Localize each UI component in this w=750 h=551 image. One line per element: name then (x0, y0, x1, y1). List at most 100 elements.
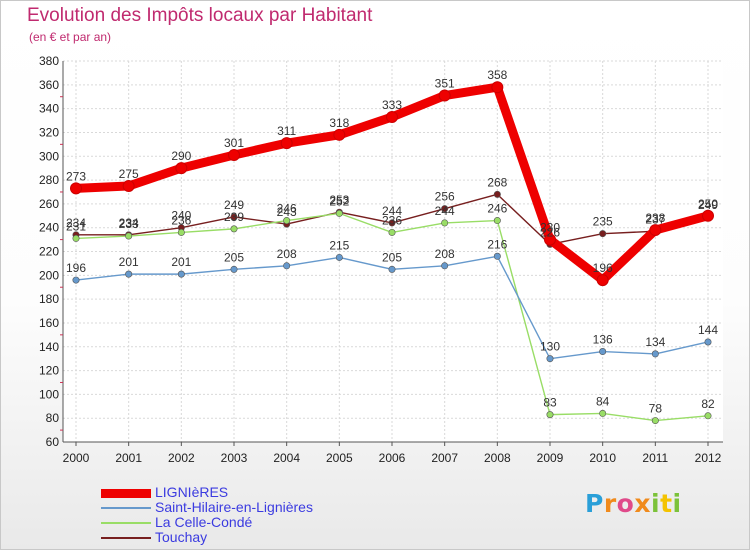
data-label: 236 (171, 213, 191, 227)
data-point (388, 219, 396, 227)
data-point (388, 228, 396, 236)
x-tick-label: 2009 (537, 451, 564, 465)
data-point (283, 262, 291, 270)
data-label: 244 (382, 204, 402, 218)
x-tick-label: 2010 (589, 451, 616, 465)
y-tick-label: 360 (39, 78, 59, 92)
data-label: 318 (329, 116, 349, 130)
data-point (72, 276, 80, 284)
data-point (441, 219, 449, 227)
data-point (704, 412, 712, 420)
data-point (599, 409, 607, 417)
data-point (493, 190, 501, 198)
y-tick-label: 100 (39, 387, 59, 401)
data-label: 216 (487, 237, 507, 251)
data-label: 273 (66, 169, 86, 183)
data-point (230, 213, 238, 221)
data-point (704, 338, 712, 346)
data-label: 130 (540, 340, 560, 354)
data-label: 208 (277, 247, 297, 261)
data-label: 136 (593, 333, 613, 347)
data-point (72, 234, 80, 242)
data-label: 234 (119, 216, 139, 230)
data-label: 144 (698, 323, 718, 337)
data-label: 240 (171, 209, 191, 223)
legend-label: La Celle-Condé (155, 514, 253, 530)
data-label: 236 (382, 213, 402, 227)
data-point (651, 417, 659, 425)
data-point (125, 232, 133, 240)
y-tick-label: 260 (39, 197, 59, 211)
data-label: 230 (540, 221, 560, 235)
data-point (491, 81, 504, 94)
data-point (599, 348, 607, 356)
data-label: 231 (66, 219, 86, 233)
data-point (280, 137, 293, 150)
x-tick-label: 2006 (379, 451, 406, 465)
y-tick-label: 80 (46, 411, 60, 425)
data-label: 235 (593, 215, 613, 229)
data-point (544, 233, 556, 246)
data-label: 256 (435, 190, 455, 204)
data-point (441, 205, 449, 213)
data-label: 238 (645, 211, 665, 225)
data-point (702, 209, 714, 222)
data-label: 351 (435, 77, 455, 91)
y-tick-label: 60 (46, 435, 60, 449)
data-point (335, 253, 343, 261)
y-tick-label: 320 (39, 125, 59, 139)
data-label: 244 (435, 204, 455, 218)
x-tick-label: 2011 (642, 451, 668, 465)
chart-title: Evolution des Impôts locaux par Habitant (27, 5, 373, 26)
x-tick-label: 2005 (326, 451, 353, 465)
y-tick-label: 160 (39, 316, 59, 330)
data-label: 226 (540, 225, 560, 239)
data-label: 84 (596, 394, 610, 408)
data-point (388, 265, 396, 273)
x-tick-label: 2012 (695, 451, 722, 465)
data-label: 252 (329, 194, 349, 208)
data-point (228, 149, 240, 162)
data-label: 250 (698, 197, 718, 211)
data-label: 333 (382, 98, 402, 112)
data-label: 78 (649, 402, 663, 416)
data-point (596, 274, 609, 287)
data-label: 196 (593, 261, 613, 275)
data-label: 239 (224, 210, 244, 224)
data-label: 268 (487, 175, 507, 189)
y-tick-label: 380 (39, 54, 59, 68)
data-label: 246 (487, 202, 507, 216)
data-label: 83 (543, 396, 557, 410)
y-tick-label: 140 (39, 340, 59, 354)
legend-swatch (101, 522, 151, 524)
data-label: 82 (701, 397, 715, 411)
legend-swatch (101, 507, 151, 509)
data-point (177, 228, 185, 236)
data-point (283, 217, 291, 225)
data-point (122, 180, 135, 193)
data-label: 208 (435, 247, 455, 261)
data-label: 205 (382, 250, 402, 264)
data-label: 290 (171, 149, 191, 163)
y-tick-label: 180 (39, 292, 59, 306)
x-tick-label: 2007 (431, 451, 458, 465)
data-point (175, 162, 188, 175)
data-point (335, 209, 343, 217)
y-tick-label: 280 (39, 173, 59, 187)
y-tick-label: 120 (39, 364, 59, 378)
legend-label: Touchay (155, 529, 208, 545)
y-tick-label: 340 (39, 102, 59, 116)
data-label: 246 (277, 202, 297, 216)
data-label: 275 (119, 167, 139, 181)
data-point (177, 270, 185, 278)
legend-label: Saint-Hilaire-en-Lignières (155, 499, 313, 515)
data-point (125, 270, 133, 278)
data-label: 249 (698, 198, 718, 212)
data-point (438, 89, 451, 102)
legend-swatch (101, 488, 151, 498)
data-label: 201 (171, 255, 191, 269)
data-point (546, 355, 554, 363)
data-label: 134 (645, 335, 665, 349)
y-tick-label: 220 (39, 245, 59, 259)
